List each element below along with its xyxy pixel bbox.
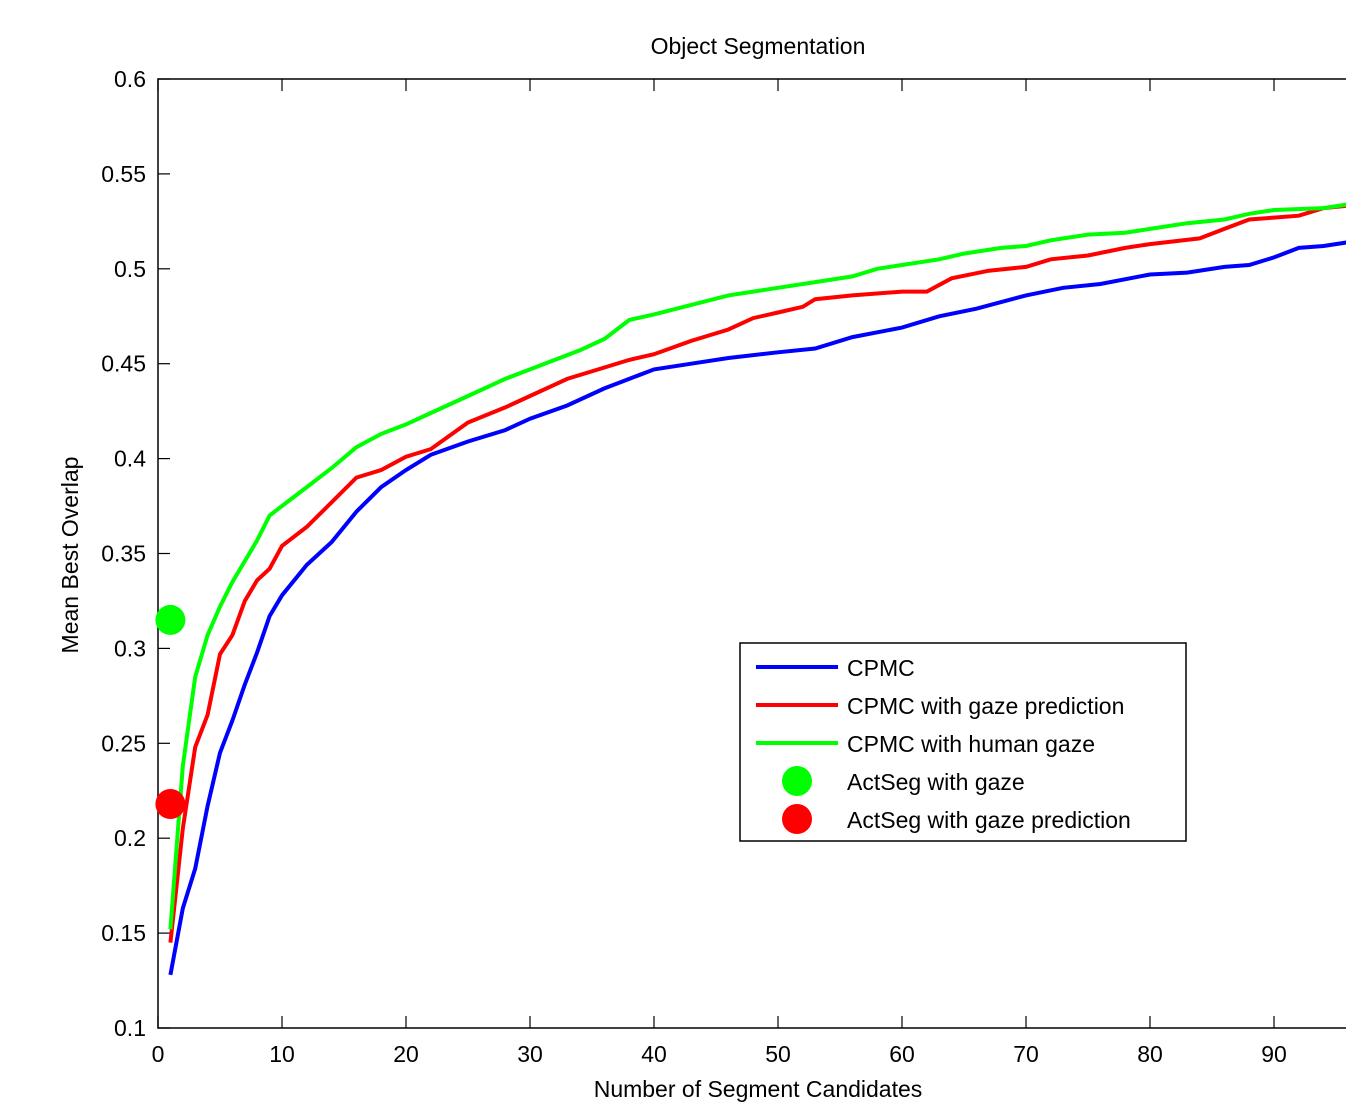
y-tick-label: 0.45 <box>101 351 146 377</box>
legend: CPMC CPMC with gaze prediction CPMC with h… <box>739 642 1187 842</box>
y-tick-label: 0.3 <box>114 635 146 661</box>
legend-swatch <box>782 766 812 796</box>
legend-label: CPMC with human gaze <box>847 731 1095 757</box>
y-tick-label: 0.4 <box>114 446 146 472</box>
x-tick-label: 70 <box>1013 1041 1039 1067</box>
x-tick-label: 0 <box>152 1041 165 1067</box>
x-tick-label: 30 <box>517 1041 543 1067</box>
x-tick-label: 60 <box>889 1041 915 1067</box>
x-tick-label: 80 <box>1137 1041 1163 1067</box>
legend-label: CPMC with gaze prediction <box>847 693 1124 719</box>
y-axis-label: Mean Best Overlap <box>57 457 83 654</box>
y-tick-label: 0.55 <box>101 161 146 187</box>
x-tick-label: 50 <box>765 1041 791 1067</box>
series-markers <box>155 604 186 820</box>
x-tick-label: 90 <box>1261 1041 1287 1067</box>
legend-label: CPMC <box>847 655 915 681</box>
x-tick-label: 40 <box>641 1041 667 1067</box>
y-tick-label: 0.15 <box>101 920 146 946</box>
x-axis-label: Number of Segment Candidates <box>594 1076 923 1102</box>
y-tick-label: 0.6 <box>114 66 146 92</box>
y-tick-label: 0.25 <box>101 730 146 756</box>
y-tick-label: 0.5 <box>114 256 146 282</box>
series-line-cpmc-with-human-gaze <box>168 202 1346 930</box>
y-tick-label: 0.1 <box>114 1015 146 1041</box>
plot-frame <box>157 78 1346 1029</box>
marker-actseg-with-gaze-prediction <box>155 789 186 820</box>
legend-label: ActSeg with gaze <box>847 769 1025 795</box>
axis-ticks: 010203040506070809010.10.150.20.250.30.3… <box>101 66 1287 1067</box>
x-tick-label: 20 <box>393 1041 419 1067</box>
y-tick-label: 0.2 <box>114 825 146 851</box>
marker-actseg-with-gaze <box>155 604 186 635</box>
series-lines <box>168 202 1346 976</box>
legend-swatch <box>782 804 812 834</box>
y-tick-label: 0.35 <box>101 541 146 567</box>
chart-title: Object Segmentation <box>651 33 866 59</box>
legend-label: ActSeg with gaze prediction <box>847 807 1131 833</box>
series-line-cpmc <box>168 240 1346 976</box>
series-line-cpmc-with-gaze-prediction <box>168 203 1346 943</box>
x-tick-label: 10 <box>269 1041 295 1067</box>
